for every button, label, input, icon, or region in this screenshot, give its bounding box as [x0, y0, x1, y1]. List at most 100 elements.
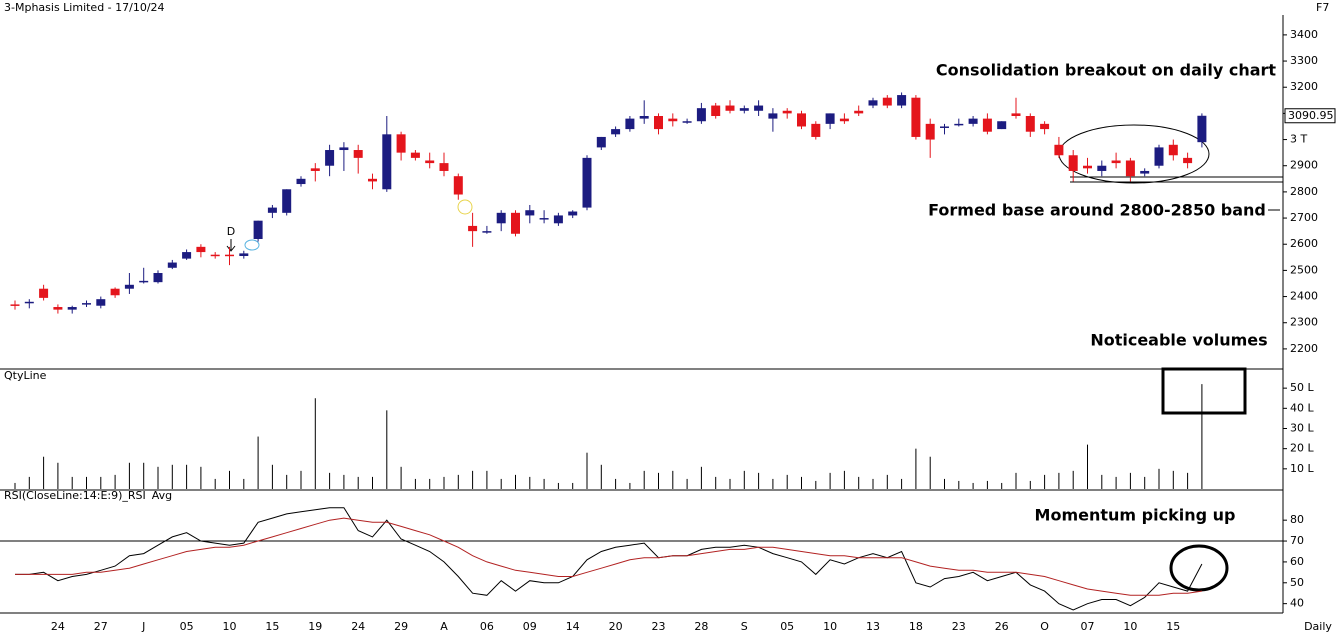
y-tick-label: 60	[1290, 555, 1304, 568]
volume-bar	[629, 482, 631, 489]
volume-bar	[643, 470, 645, 489]
volume-bar	[400, 466, 402, 489]
volume-bar	[572, 482, 574, 489]
volume-bar	[329, 472, 331, 489]
candle-body	[439, 163, 449, 171]
x-tick-label: O	[1040, 620, 1049, 633]
candle-body	[339, 147, 349, 151]
candle-body	[897, 95, 907, 106]
y-tick-label: 10 L	[1290, 462, 1314, 475]
candle-body	[453, 176, 463, 195]
volume-bar	[229, 470, 230, 489]
volume-bar	[1115, 476, 1117, 489]
candle-body	[511, 212, 520, 234]
candle-body	[568, 211, 578, 216]
candle-body	[711, 105, 721, 117]
legend-entry: Avg	[152, 489, 172, 502]
candle-body	[911, 97, 921, 137]
volume-bar	[271, 464, 273, 489]
candle-body	[425, 160, 435, 164]
volume-bar	[729, 478, 731, 489]
candle-body	[353, 150, 363, 158]
y-tick-label: 3400	[1290, 28, 1318, 41]
y-tick-label: 2600	[1290, 237, 1318, 250]
candle-body	[82, 303, 91, 305]
candle-body	[1011, 113, 1021, 117]
volume-bar	[1029, 480, 1031, 489]
volume-bar	[944, 478, 945, 489]
y-tick-label: 2700	[1290, 211, 1318, 224]
x-tick-label: 18	[909, 620, 923, 633]
candle-body	[782, 110, 792, 114]
volume-bar	[57, 462, 59, 489]
x-axis-label: Daily	[1304, 620, 1332, 633]
candle-body	[468, 225, 478, 232]
y-tick-label: 2300	[1290, 316, 1318, 329]
candle-body	[96, 299, 106, 306]
volume-bar	[600, 464, 602, 489]
candle-body	[668, 118, 678, 122]
candle-body	[24, 301, 34, 304]
volume-bar	[758, 472, 760, 489]
volume-bar	[515, 474, 516, 489]
candle-body	[39, 288, 49, 298]
candle-body	[854, 110, 864, 114]
corner-label: F7	[1316, 1, 1329, 14]
volume-bar	[543, 478, 545, 489]
volume-bar	[186, 464, 188, 489]
candle-body	[196, 246, 206, 253]
candle-body	[1040, 123, 1050, 130]
x-tick-label: 06	[480, 620, 494, 633]
candle-body	[654, 116, 663, 130]
volume-bar	[357, 476, 359, 489]
x-tick-label: 09	[523, 620, 537, 633]
volume-bar	[1015, 472, 1017, 489]
candle-body	[382, 134, 392, 190]
volume-bar	[529, 476, 531, 489]
candle-body	[1111, 160, 1121, 164]
candle-body	[225, 254, 234, 257]
x-tick-label: 28	[694, 620, 708, 633]
volume-bar	[915, 448, 917, 489]
candle-body	[1154, 147, 1164, 166]
volume-bar	[486, 470, 488, 489]
x-tick-label: 10	[823, 620, 837, 633]
y-tick-label: 50	[1290, 576, 1304, 589]
volume-bar	[672, 470, 674, 489]
candle-body	[153, 273, 163, 283]
volume-bar	[1129, 472, 1131, 489]
volume-bar	[1001, 482, 1003, 489]
annotation: Noticeable volumes	[1090, 331, 1267, 350]
volume-bar	[71, 476, 73, 489]
y-tick-label: 40 L	[1290, 401, 1314, 414]
candle-body	[882, 97, 892, 106]
candle-body	[310, 168, 320, 171]
candle-body	[282, 189, 292, 213]
candle-body	[596, 136, 606, 148]
candle-body	[67, 307, 77, 310]
volume-bar	[686, 478, 688, 489]
candle-body	[868, 100, 878, 106]
x-tick-label: 15	[1166, 620, 1180, 633]
candle-body	[797, 113, 806, 127]
candle-body	[482, 231, 492, 233]
y-tick-label: 2500	[1290, 263, 1318, 276]
candle-body	[1197, 115, 1207, 143]
candle-body	[325, 150, 335, 166]
marker-circle	[457, 199, 473, 215]
x-tick-label: 10	[1123, 620, 1137, 633]
volume-bar	[715, 476, 717, 489]
candle-body	[768, 113, 778, 119]
candle-body	[139, 280, 149, 283]
volume-bar	[243, 478, 245, 489]
candle-body	[10, 304, 20, 306]
volume-bar	[886, 474, 888, 489]
volume-bar	[429, 478, 431, 489]
volume-bar	[557, 482, 559, 489]
y-tick-label: 2900	[1290, 159, 1318, 172]
y-tick-label: 2200	[1290, 342, 1318, 355]
volume-bar	[1158, 468, 1160, 489]
volume-bar	[443, 476, 445, 489]
x-tick-label: 14	[566, 620, 580, 633]
candle-body	[997, 121, 1007, 130]
